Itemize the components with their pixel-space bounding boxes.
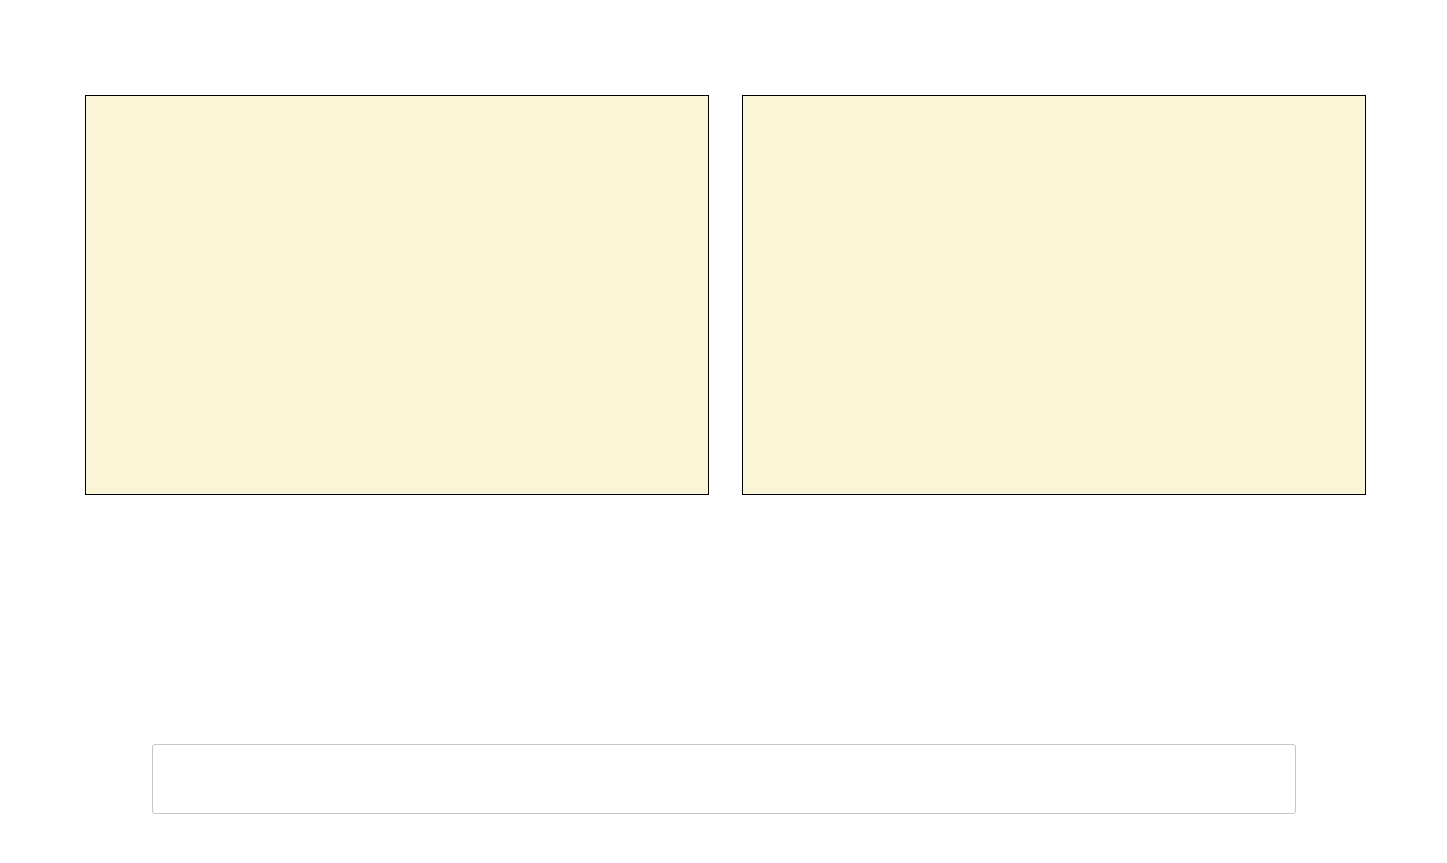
map-panel-rtofs (85, 95, 709, 495)
legend (152, 744, 1296, 814)
map-panel-espc (742, 95, 1366, 495)
